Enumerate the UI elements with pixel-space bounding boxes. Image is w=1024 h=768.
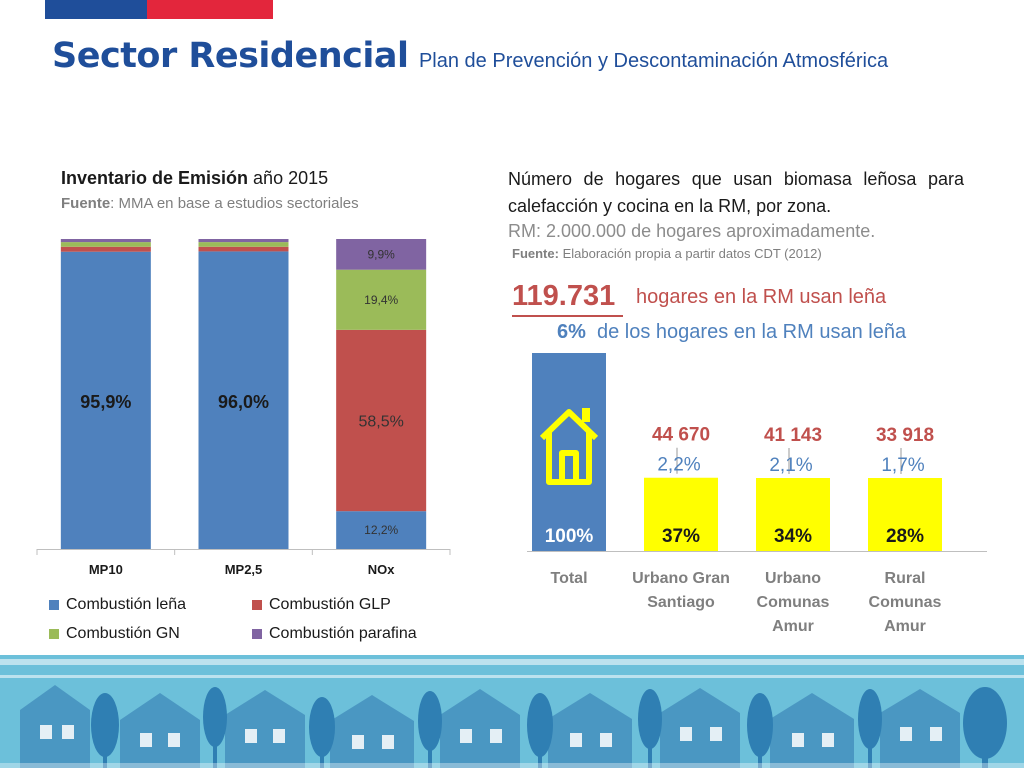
bar-data-label: 95,9% (80, 392, 131, 412)
zone-households-label: 33 918 (876, 425, 934, 446)
legend-swatch-lena (49, 600, 59, 610)
emission-stacked-bar-chart: 95,9% MP10 96,0% MP2,5 12,2% 58,5% 19,4% 9,9% NO… (0, 230, 500, 590)
total-households-text: hogares en la RM usan leña (636, 286, 886, 309)
page-title: Sector Residencial Plan de Prevención y … (52, 36, 888, 76)
bar-data-label: 9,9% (367, 247, 395, 261)
households-source-text: Elaboración propia a partir datos CDT (2… (559, 246, 822, 261)
stacked-bar-segment (199, 242, 289, 247)
zone-bar-label: 37% (662, 526, 700, 547)
stacked-bar-segment (61, 239, 151, 242)
total-households-underline (512, 315, 623, 317)
rm-households-note: RM: 2.000.000 de hogares aproximadamente… (508, 221, 875, 242)
zone-share-label: 1,7% (881, 455, 924, 476)
title-main: Sector Residencial (52, 36, 409, 76)
bar-data-label: 96,0% (218, 392, 269, 412)
x-tick-label: Amur (772, 618, 814, 635)
x-tick-label: MP2,5 (225, 562, 263, 577)
zone-bar-label: 34% (774, 526, 812, 547)
legend-swatch-gn (49, 629, 59, 639)
zone-share-label: 2,1% (769, 455, 812, 476)
bar-data-label: 19,4% (364, 293, 398, 307)
total-households-number: 119.731 (512, 280, 615, 313)
x-tick-label: MP10 (89, 562, 123, 577)
x-tick-label: Amur (884, 618, 926, 635)
x-tick-label: Rural (885, 570, 926, 587)
emission-source-label: Fuente (61, 195, 110, 212)
legend-swatch-parafina (252, 629, 262, 639)
x-tick-label: Comunas (757, 594, 830, 611)
x-tick-label: Santiago (647, 594, 715, 611)
bar-data-label: 58,5% (358, 414, 403, 431)
emission-heading-bold: Inventario de Emisión (61, 168, 248, 188)
bar-data-label: 12,2% (364, 523, 398, 537)
zone-households-label: 44 670 (652, 425, 710, 446)
emission-source-text: : MMA en base a estudios sectoriales (110, 195, 358, 212)
legend-label-gn: Combustión GN (66, 625, 180, 643)
households-zone-bar-chart: 100% Total 37% 44 670 2,2% Urbano Gran Santiag… (500, 340, 1024, 640)
zone-households-label: 41 143 (764, 425, 822, 446)
stacked-bar-segment (199, 239, 289, 242)
stacked-bar-segment (61, 247, 151, 252)
x-tick-label: NOx (368, 562, 396, 577)
x-tick-label: Total (550, 570, 587, 587)
flag-blue-stripe (45, 0, 147, 19)
flag-red-stripe (147, 0, 273, 19)
legend-item-glp: Combustión GLP (252, 596, 391, 614)
zone-bar-label: 28% (886, 526, 924, 547)
x-tick-label: Comunas (869, 594, 942, 611)
house-icon-chimney (582, 408, 590, 422)
legend-item-gn: Combustión GN (49, 625, 180, 643)
households-source-label: Fuente: (512, 246, 559, 261)
stacked-bar-segment (61, 242, 151, 247)
legend-label-parafina: Combustión parafina (269, 625, 417, 643)
zone-bar-label: 100% (545, 526, 594, 547)
zone-share-label: 2,2% (657, 455, 700, 476)
x-tick-label: Urbano Gran (632, 570, 730, 587)
stacked-bar-segment (199, 247, 289, 252)
legend-label-lena: Combustión leña (66, 596, 186, 614)
footer-houses-trees-banner (0, 655, 1024, 768)
households-source: Fuente: Elaboración propia a partir dato… (512, 246, 822, 261)
legend-item-parafina: Combustión parafina (252, 625, 417, 643)
emission-source: Fuente: MMA en base a estudios sectorial… (61, 195, 359, 212)
emission-heading-year: año 2015 (248, 168, 328, 188)
legend-swatch-glp (252, 600, 262, 610)
x-tick-label: Urbano (765, 570, 821, 587)
emission-heading: Inventario de Emisión año 2015 (61, 168, 328, 189)
households-description: Número de hogares que usan biomasa leños… (508, 166, 964, 220)
title-subtitle: Plan de Prevención y Descontaminación At… (419, 50, 888, 72)
legend-item-lena: Combustión leña (49, 596, 186, 614)
legend-label-glp: Combustión GLP (269, 596, 391, 614)
